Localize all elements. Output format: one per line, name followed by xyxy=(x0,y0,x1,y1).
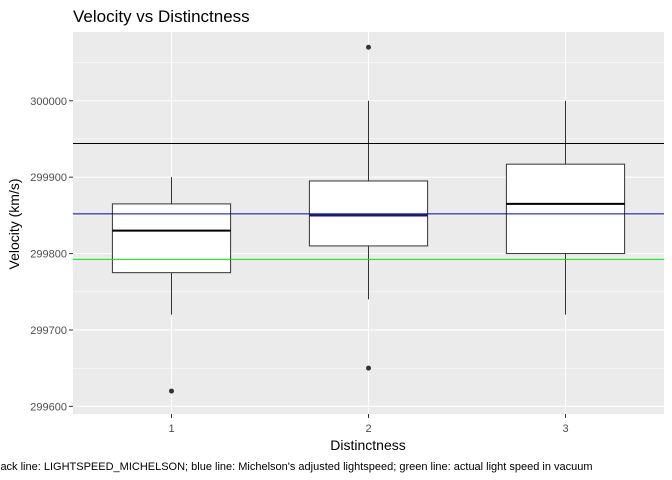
y-tick-label: 300000 xyxy=(30,96,67,108)
chart-title: Velocity vs Distinctness xyxy=(73,7,250,26)
chart-caption: lack line: LIGHTSPEED_MICHELSON; blue li… xyxy=(0,461,593,473)
box-iqr xyxy=(505,163,626,255)
outlier-point xyxy=(366,365,371,371)
y-tick-label: 299700 xyxy=(30,325,67,337)
y-axis-title: Velocity (km/s) xyxy=(6,178,22,269)
reference-lines xyxy=(73,143,664,260)
box-iqr xyxy=(111,203,232,274)
x-axis-title: Distinctness xyxy=(330,437,405,453)
x-tick-label: 1 xyxy=(168,423,174,435)
x-tick-label: 3 xyxy=(562,423,568,435)
y-tick-label: 299800 xyxy=(30,249,67,261)
x-axis-ticks: 1 2 3 xyxy=(168,414,569,435)
outlier-point xyxy=(169,388,174,394)
outlier-point xyxy=(366,44,371,50)
y-axis-ticks: 299600 299700 299800 299900 300000 xyxy=(30,96,73,413)
y-tick-label: 299600 xyxy=(30,401,67,413)
x-tick-label: 2 xyxy=(365,423,371,435)
y-tick-label: 299900 xyxy=(30,172,67,184)
